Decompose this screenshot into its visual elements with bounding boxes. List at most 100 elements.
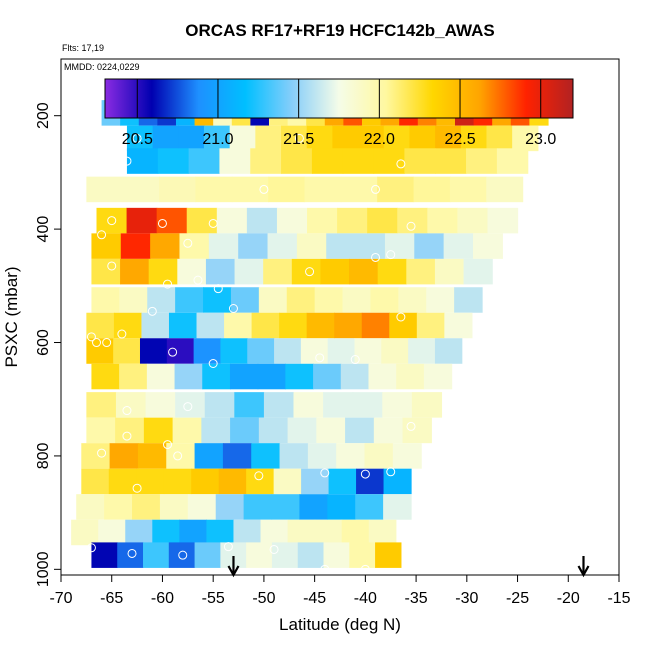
heatmap-cell: [297, 542, 325, 568]
heatmap-cell: [299, 494, 328, 520]
sample-point: [305, 267, 315, 277]
heatmap-cell: [340, 176, 378, 203]
heatmap-cell: [258, 287, 288, 313]
heatmap-cell: [76, 494, 105, 520]
sample-point: [178, 550, 188, 560]
heatmap-cell: [91, 363, 120, 390]
heatmap-cell: [220, 338, 248, 364]
heatmap-cell: [349, 258, 379, 285]
sample-point: [163, 279, 173, 289]
x-tick-label: -25: [506, 590, 529, 607]
heatmap-cell: [352, 392, 383, 418]
heatmap-cell: [179, 519, 208, 546]
heatmap-cell: [115, 392, 147, 418]
sample-point: [157, 218, 167, 228]
heatmap-cell: [340, 363, 370, 390]
sample-point: [350, 355, 360, 365]
heatmap-cell: [306, 312, 335, 339]
y-tick-label: 200: [35, 102, 52, 129]
heatmap-cell: [285, 363, 314, 390]
heatmap-cell: [179, 233, 210, 259]
heatmap-cell: [263, 258, 293, 285]
heatmap-cell: [313, 363, 342, 390]
heatmap-cell: [175, 287, 204, 313]
heatmap-cell: [238, 233, 269, 259]
sample-point: [132, 133, 142, 143]
heatmap-cell: [364, 443, 394, 469]
x-tick-label: -45: [303, 590, 326, 607]
sample-point: [228, 303, 238, 313]
heatmap-cell: [300, 338, 329, 364]
heatmap-cell: [323, 392, 354, 418]
heatmap-cell: [163, 468, 192, 495]
heatmap-cell: [113, 312, 143, 339]
heatmap-cell: [457, 207, 489, 234]
heatmap-cell: [463, 258, 493, 285]
heatmap-cell: [263, 392, 295, 418]
sample-point: [320, 468, 330, 478]
heatmap-cell: [178, 125, 205, 152]
heatmap-cell: [435, 148, 467, 174]
sample-point: [396, 159, 406, 169]
heatmap-cell: [402, 417, 432, 444]
heatmap-cell: [229, 363, 259, 390]
sample-point: [386, 250, 396, 260]
heatmap-cell: [186, 207, 218, 234]
heatmap-cell: [222, 443, 252, 469]
sample-point: [320, 564, 330, 574]
heatmap-cell: [196, 312, 225, 339]
heatmap-cell: [91, 542, 118, 568]
heatmap-cell: [454, 287, 483, 313]
heatmap-cell: [119, 363, 148, 390]
heatmap-band: [81, 468, 412, 495]
heatmap-band: [91, 363, 453, 390]
heatmap-band: [91, 287, 483, 313]
sample-point: [360, 469, 370, 479]
heatmap-cell: [201, 417, 231, 444]
heatmap-cell: [389, 312, 418, 339]
heatmap-band: [96, 207, 519, 234]
heatmap-cell: [96, 207, 128, 234]
colorbar-frame: [104, 78, 574, 119]
sample-point: [173, 451, 183, 461]
heatmap-cell: [434, 338, 463, 364]
sample-point: [371, 184, 381, 194]
y-tick-label: 1000: [35, 551, 52, 587]
heatmap-cell: [373, 148, 405, 174]
heatmap-cell: [377, 176, 415, 203]
heatmap-cell: [234, 258, 264, 285]
heatmap-cell: [246, 468, 275, 495]
heatmap-cell: [250, 148, 282, 174]
heatmap-cell: [279, 312, 308, 339]
sample-point: [254, 471, 264, 481]
heatmap-cell: [472, 233, 503, 259]
heatmap-cell: [215, 494, 245, 520]
heatmap-cell: [202, 363, 231, 390]
heatmap-cell: [434, 258, 465, 285]
heatmap-cell: [383, 125, 411, 152]
heatmap-cell: [304, 176, 342, 203]
heatmap-band: [86, 417, 432, 444]
heatmap-cell: [194, 542, 221, 568]
heatmap-band: [86, 176, 524, 203]
heatmap-cell: [166, 338, 195, 364]
heatmap-cell: [398, 287, 427, 313]
heatmap-cell: [311, 148, 344, 174]
heatmap-cell: [86, 392, 117, 418]
x-tick-label: -20: [557, 590, 580, 607]
heatmap-cell: [328, 468, 357, 495]
heatmap-cell: [426, 287, 455, 313]
heatmap-cell: [234, 392, 265, 418]
heatmap-cell: [230, 287, 260, 313]
heatmap-cell: [413, 176, 451, 203]
sample-point: [371, 252, 381, 262]
heatmap-cell: [392, 443, 422, 469]
sample-point: [86, 543, 96, 553]
heatmap-cell: [368, 363, 397, 390]
heatmap-band: [76, 494, 412, 520]
sample-point: [386, 467, 396, 477]
heatmap-cell: [435, 125, 462, 152]
heatmap-cell: [361, 312, 390, 339]
heatmap-cell: [208, 233, 239, 259]
heatmap-cell: [271, 494, 301, 520]
